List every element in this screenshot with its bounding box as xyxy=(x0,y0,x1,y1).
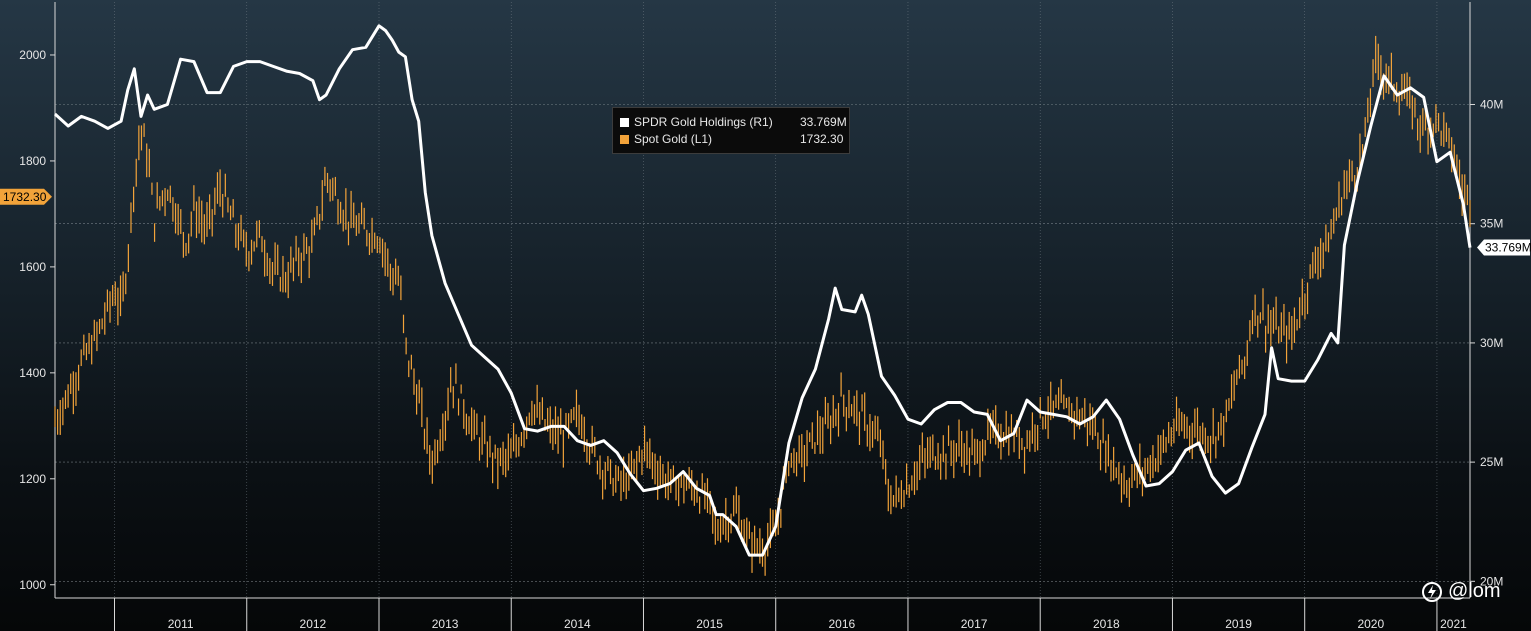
legend-entry-spot-gold: Spot Gold (L1) 1732.30 xyxy=(620,131,843,147)
spot-gold-series xyxy=(54,35,1471,576)
watermark-text: @lom xyxy=(1448,580,1501,602)
x-axis-tick-label: 2020 xyxy=(1357,617,1384,631)
legend-swatch-spot-gold xyxy=(620,134,629,144)
x-axis-tick-label: 2012 xyxy=(300,617,327,631)
x-axis-tick-label: 2017 xyxy=(961,617,988,631)
watermark: @lom xyxy=(1422,580,1501,603)
x-axis-tick-label: 2014 xyxy=(564,617,591,631)
right-last-value-tag: 33.769M xyxy=(1477,239,1531,256)
x-axis-tick-label: 2021 xyxy=(1440,617,1467,631)
x-axis-tick-label: 2018 xyxy=(1093,617,1120,631)
left-last-value-tag-text: 1732.30 xyxy=(3,190,47,204)
spdr-holdings-line xyxy=(53,24,1472,557)
legend: SPDR Gold Holdings (R1) 33.769M Spot Gol… xyxy=(612,107,850,154)
right-axis-tick-label: 25M xyxy=(1480,455,1503,469)
right-axis-tick-label: 35M xyxy=(1480,217,1503,231)
right-axis-tick-label: 40M xyxy=(1480,98,1503,112)
x-axis-tick-label: 2019 xyxy=(1225,617,1252,631)
x-axis-tick-label: 2013 xyxy=(432,617,459,631)
legend-value-spot-gold: 1732.30 xyxy=(800,132,844,146)
left-axis-tick-label: 1000 xyxy=(19,578,46,592)
legend-label-spdr: SPDR Gold Holdings (R1) xyxy=(634,115,773,129)
left-axis-tick-label: 1600 xyxy=(19,260,46,274)
left-last-value-tag: 1732.30 xyxy=(0,188,52,205)
bloomberg-logo-icon xyxy=(1422,581,1442,602)
left-axis-tick-label: 2000 xyxy=(19,48,46,62)
legend-value-spdr: 33.769M xyxy=(800,115,847,129)
legend-entry-spdr: SPDR Gold Holdings (R1) 33.769M xyxy=(620,114,847,130)
right-axis-tick-label: 30M xyxy=(1480,336,1503,350)
right-axis-tick-label: 20M xyxy=(1480,574,1503,588)
legend-swatch-spdr xyxy=(620,117,629,127)
left-axis-tick-label: 1200 xyxy=(19,472,46,486)
right-last-value-tag-bg xyxy=(1477,239,1530,256)
x-axis-tick-label: 2011 xyxy=(168,617,194,631)
left-axis-tick-label: 1400 xyxy=(19,366,46,380)
right-last-value-tag-text: 33.769M xyxy=(1485,241,1531,255)
left-axis-tick-label: 1800 xyxy=(19,154,46,168)
left-last-value-tag-bg xyxy=(0,188,52,205)
x-axis-tick-label: 2016 xyxy=(828,617,855,631)
x-axis-tick-label: 2015 xyxy=(696,617,723,631)
legend-label-spot-gold: Spot Gold (L1) xyxy=(634,132,713,146)
